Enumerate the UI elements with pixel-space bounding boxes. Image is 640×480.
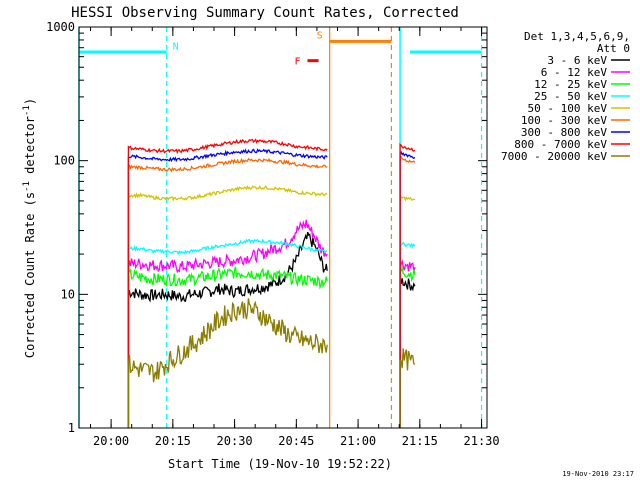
legend-header: Att 0 bbox=[597, 42, 630, 55]
x-tick-label: 20:00 bbox=[93, 434, 129, 448]
series-trace bbox=[127, 148, 328, 428]
series-7000-20000-kev bbox=[127, 298, 416, 428]
x-tick-label: 21:15 bbox=[402, 434, 438, 448]
plot-frame bbox=[78, 26, 488, 429]
series-trace bbox=[399, 155, 416, 428]
series-layer bbox=[127, 138, 416, 428]
series-800-7000-kev bbox=[127, 138, 416, 428]
y-tick-label: 10 bbox=[61, 287, 75, 301]
x-tick-label: 21:00 bbox=[340, 434, 376, 448]
series-trace bbox=[399, 277, 416, 428]
series-300-800-kev bbox=[127, 148, 416, 428]
legend-label: 300 - 800 keV bbox=[521, 126, 607, 139]
legend-header: Det 1,3,4,5,6,9, bbox=[524, 30, 630, 43]
legend-label: 12 - 25 keV bbox=[534, 78, 607, 91]
x-tick-label: 20:15 bbox=[155, 434, 191, 448]
flare-label: F bbox=[294, 57, 300, 68]
series-6-12-kev bbox=[127, 219, 416, 428]
series-trace bbox=[127, 219, 328, 428]
legend-label: 7000 - 20000 keV bbox=[501, 150, 607, 163]
y-axis-label-sup: -1 bbox=[22, 105, 32, 116]
series-trace bbox=[399, 150, 416, 428]
series-trace bbox=[399, 265, 416, 428]
y-tick-label: 1 bbox=[68, 421, 75, 435]
x-tick-label: 21:30 bbox=[464, 434, 500, 448]
night-label: N bbox=[173, 41, 179, 52]
y-axis-label-part: ) bbox=[23, 98, 37, 105]
series-trace bbox=[399, 142, 416, 428]
legend-label: 6 - 12 keV bbox=[541, 66, 608, 79]
y-axis-label-part: Corrected Count Rate (s bbox=[23, 192, 37, 358]
chart-title: HESSI Observing Summary Count Rates, Cor… bbox=[71, 5, 459, 21]
legend-label: 3 - 6 keV bbox=[547, 54, 607, 67]
series-trace bbox=[127, 138, 328, 428]
series-12-25-kev bbox=[127, 265, 416, 428]
x-axis-label: Start Time (19-Nov-10 19:52:22) bbox=[168, 457, 392, 471]
y-axis-label-sup: -1 bbox=[22, 181, 32, 192]
legend-label: 100 - 300 keV bbox=[521, 114, 607, 127]
y-axis-label-part: detector bbox=[23, 116, 37, 181]
series-50-100-kev bbox=[127, 184, 416, 428]
y-tick-label: 1000 bbox=[46, 20, 75, 34]
series-trace bbox=[127, 298, 328, 428]
series-trace bbox=[399, 348, 416, 428]
series-trace bbox=[127, 157, 328, 428]
series-trace bbox=[399, 258, 416, 428]
series-trace bbox=[127, 184, 328, 428]
saa-label: S bbox=[317, 31, 323, 42]
series-trace bbox=[127, 231, 328, 428]
series-trace bbox=[399, 241, 416, 428]
x-tick-label: 20:30 bbox=[217, 434, 253, 448]
y-tick-label: 100 bbox=[53, 154, 75, 168]
series-3-6-kev bbox=[127, 231, 416, 428]
axes: 1 10 100 1000 20:00 20:15 20:30 20:45 21:00 21:15… bbox=[46, 20, 500, 448]
series-100-300-kev bbox=[127, 155, 416, 428]
legend-label: 50 - 100 keV bbox=[528, 102, 608, 115]
legend-label: 25 - 50 keV bbox=[534, 90, 607, 103]
series-trace bbox=[127, 238, 328, 428]
series-trace bbox=[399, 194, 416, 428]
legend-label: 800 - 7000 keV bbox=[514, 138, 607, 151]
x-tick-label: 20:45 bbox=[278, 434, 314, 448]
series-trace bbox=[127, 266, 328, 428]
footer-timestamp: 19-Nov-2010 23:17 bbox=[562, 470, 634, 478]
series-25-50-kev bbox=[127, 238, 416, 428]
y-axis-label: Corrected Count Rate (s-1 detector-1) bbox=[22, 98, 37, 358]
